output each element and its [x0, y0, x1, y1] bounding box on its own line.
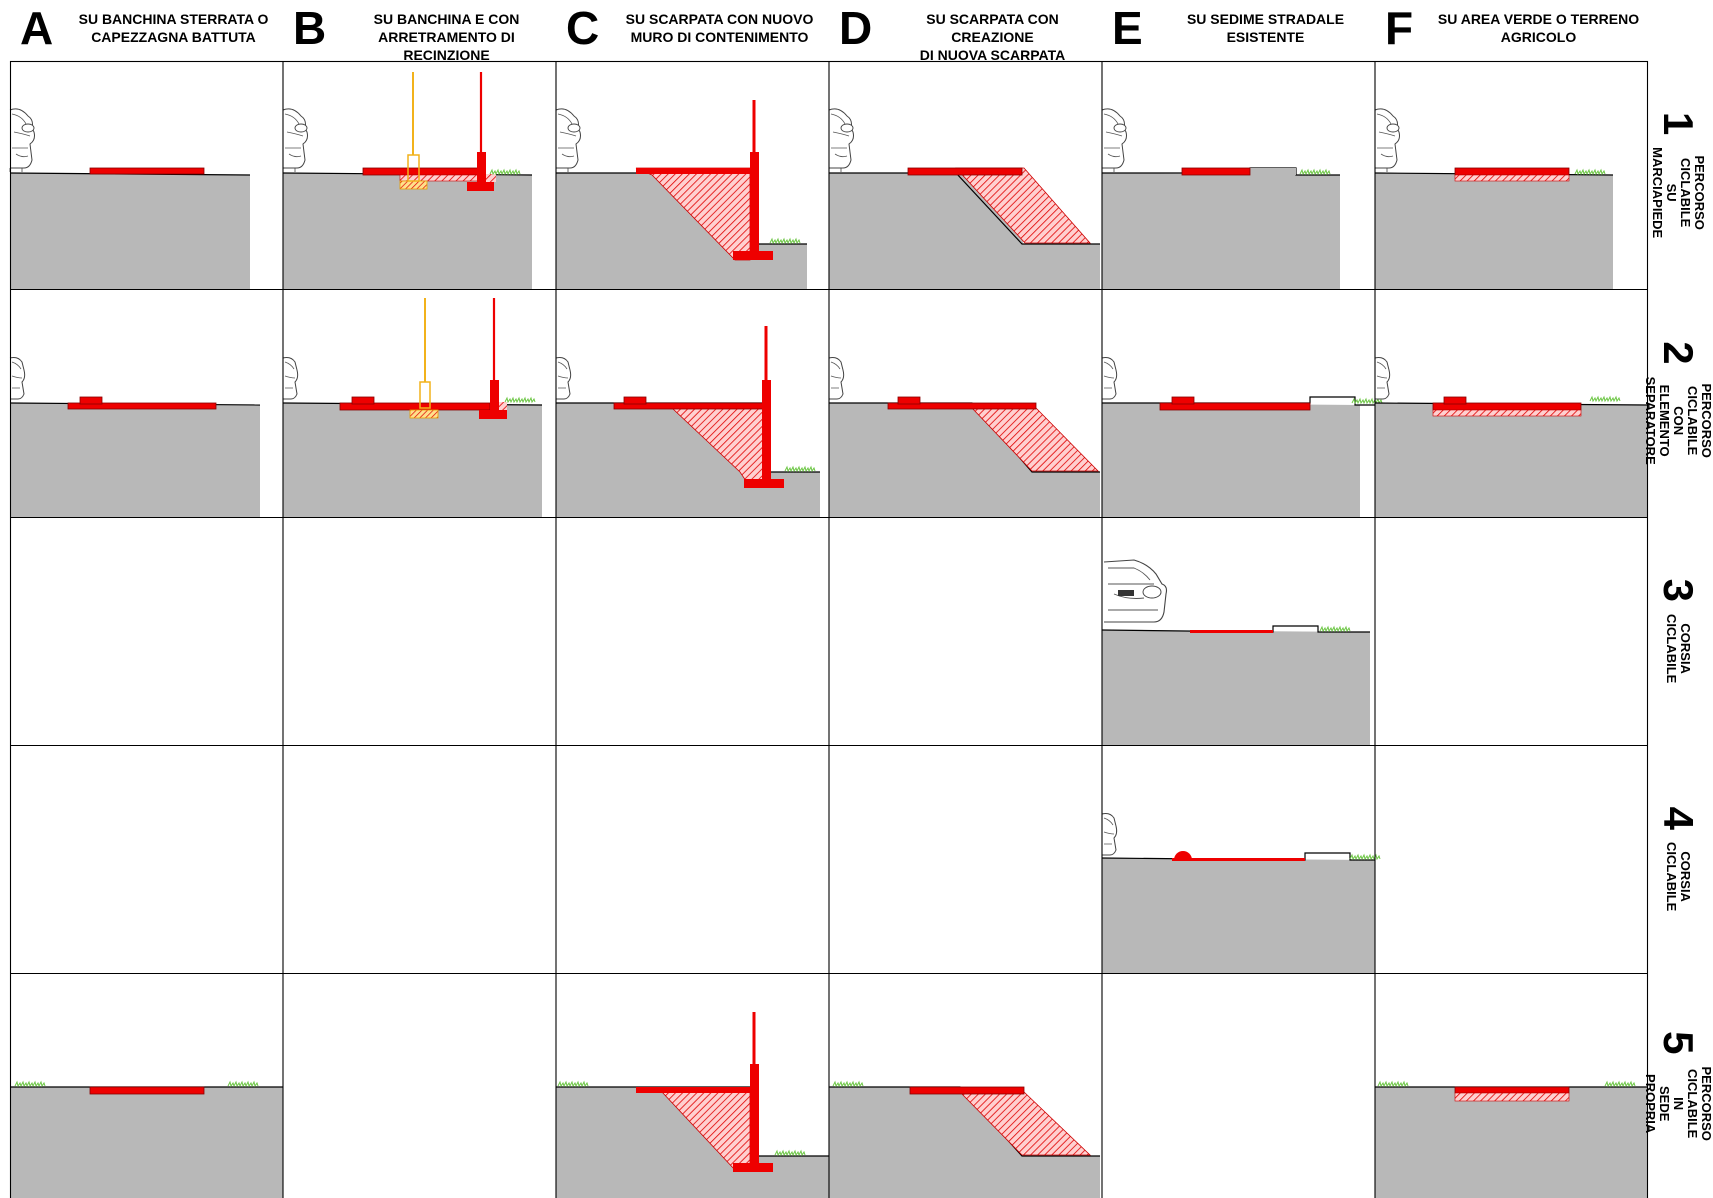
row-header-1: 1 PERCORSO CICLABILE SU MARCIAPIEDE [1648, 61, 1708, 289]
column-header-c: C SU SCARPATA CON NUOVO MURO DI CONTENIM… [556, 0, 829, 60]
row-header-4: 4 CORSIA CICLABILE [1648, 745, 1708, 973]
column-header-d: D SU SCARPATA CON CREAZIONE DI NUOVA SCA… [829, 0, 1102, 63]
column-title: SU SCARPATA CON NUOVO MURO DI CONTENIMEN… [625, 11, 814, 45]
section-C1 [555, 100, 807, 290]
column-letter: F [1385, 2, 1414, 54]
section-E1 [1101, 108, 1340, 290]
section-B1 [282, 72, 533, 290]
row-title: PERCORSO CICLABILE CON ELEMENTO SEPARATO… [1643, 376, 1713, 465]
row-header-3: 3 CORSIA CICLABILE [1648, 517, 1708, 745]
row-title: CORSIA CICLABILE [1664, 842, 1693, 912]
section-A5 [10, 1081, 283, 1198]
section-C5 [556, 1012, 829, 1198]
section-F5 [1375, 1081, 1648, 1198]
row-number: 5 [1655, 1030, 1702, 1054]
row-number: 3 [1655, 578, 1702, 603]
column-letter: B [293, 2, 327, 54]
row-title: PERCORSO CICLABILE IN SEDE PROPRIA [1643, 1065, 1713, 1141]
section-D2 [828, 357, 1100, 518]
grid-lines [9, 60, 1649, 1198]
section-A1 [9, 108, 251, 290]
column-title: SU BANCHINA STERRATA O CAPEZZAGNA BATTUT… [78, 11, 269, 45]
column-header-a: A SU BANCHINA STERRATA O CAPEZZAGNA BATT… [10, 0, 283, 60]
column-letter: A [20, 2, 54, 54]
section-F1 [1374, 108, 1614, 290]
section-D5 [829, 1081, 1100, 1198]
section-A2 [9, 357, 261, 518]
column-title: SU SEDIME STRADALE ESISTENTE [1186, 11, 1345, 45]
row-number: 2 [1655, 341, 1702, 365]
column-header-f: F SU AREA VERDE O TERRENO AGRICOLO [1375, 0, 1648, 60]
section-F2 [1374, 357, 1649, 518]
column-title: SU BANCHINA E CON ARRETRAMENTO DI RECINZ… [373, 11, 520, 63]
column-letter: C [566, 2, 600, 54]
column-title: SU SCARPATA CON CREAZIONE DI NUOVA SCARP… [919, 11, 1066, 63]
column-header-b: B SU BANCHINA E CON ARRETRAMENTO DI RECI… [283, 0, 556, 63]
section-E3 [1101, 559, 1370, 746]
column-letter: E [1112, 2, 1143, 54]
row-title: PERCORSO CICLABILE SU MARCIAPIEDE [1650, 147, 1707, 239]
section-D1 [828, 108, 1100, 290]
row-title: CORSIA CICLABILE [1664, 614, 1693, 684]
section-B2 [282, 298, 543, 518]
section-C2 [555, 326, 820, 518]
row-header-5: 5 PERCORSO CICLABILE IN SEDE PROPRIA [1643, 973, 1713, 1198]
column-header-e: E SU SEDIME STRADALE ESISTENTE [1102, 0, 1375, 60]
row-number: 1 [1655, 111, 1702, 136]
row-number: 4 [1655, 806, 1702, 831]
section-E2 [1101, 357, 1383, 518]
column-title: SU AREA VERDE O TERRENO AGRICOLO [1437, 11, 1640, 45]
section-E4 [1101, 813, 1381, 973]
row-header-2: 2 PERCORSO CICLABILE CON ELEMENTO SEPARA… [1643, 289, 1713, 517]
column-letter: D [839, 2, 873, 54]
